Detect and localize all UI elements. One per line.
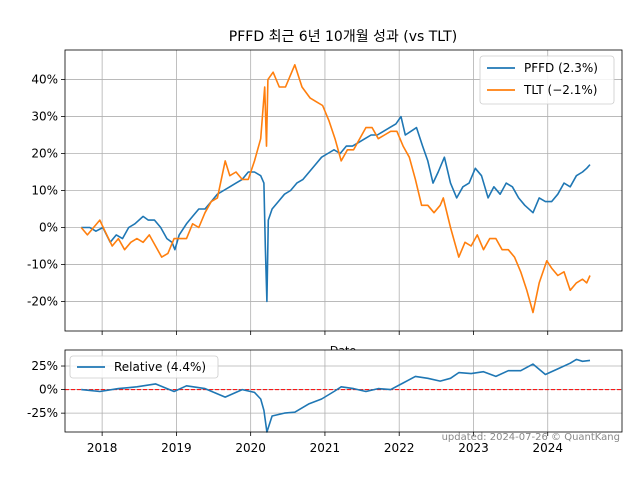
- legend-label-pffd: PFFD (2.3%): [524, 61, 598, 75]
- relative-x-tick-label-5: 2023: [458, 441, 489, 455]
- main-series-line-1: [80, 64, 591, 314]
- main-x-ticks: [101, 331, 549, 335]
- main-y-ticks: -20% -10% 0% 10% 20% 30% 40%: [27, 73, 65, 308]
- main-legend: PFFD (2.3%) TLT (−2.1%): [479, 55, 615, 105]
- main-chart: -20% -10% 0% 10% 20% 30% 40% PFFD 최근 6년 10개월 성…: [27, 29, 623, 357]
- main-y-tick-label-6: 40%: [31, 73, 58, 87]
- main-series-group: [80, 64, 591, 314]
- main-grid: [65, 50, 622, 331]
- main-y-tick-label-4: 20%: [31, 147, 58, 161]
- relative-legend-box: [69, 355, 219, 379]
- relative-x-tick-label-3: 2021: [310, 441, 341, 455]
- relative-x-ticks: 2018 2019 2020 2021 2022 2023 2024: [87, 432, 563, 455]
- relative-series-line-0: [81, 358, 591, 433]
- relative-x-tick-label-0: 2018: [87, 441, 118, 455]
- main-y-tick-label-0: -20%: [27, 294, 58, 308]
- relative-y-tick-label-0: -25%: [27, 406, 58, 420]
- relative-x-tick-label-6: 2024: [532, 441, 563, 455]
- main-title: PFFD 최근 6년 10개월 성과 (vs TLT): [229, 29, 457, 45]
- relative-x-tick-label-4: 2022: [384, 441, 415, 455]
- main-series-line-0: [81, 115, 591, 303]
- relative-x-tick-label-1: 2019: [161, 441, 192, 455]
- relative-y-tick-label-2: 25%: [31, 359, 58, 373]
- legend-label-tlt: TLT (−2.1%): [523, 83, 597, 97]
- relative-series-group: [81, 358, 591, 433]
- relative-y-tick-label-1: 0%: [39, 383, 58, 397]
- main-y-tick-label-2: 0%: [39, 220, 58, 234]
- footer-credit: updated: 2024-07-26 © QuantKang: [442, 432, 620, 443]
- legend-label-relative: Relative (4.4%): [114, 360, 206, 374]
- relative-y-ticks: -25% 0% 25%: [27, 359, 65, 420]
- relative-legend: Relative (4.4%): [69, 355, 219, 379]
- relative-chart: -25% 0% 25% 2018 2019 2020 2021 2022 2023 2024 R…: [27, 349, 623, 455]
- relative-x-tick-label-2: 2020: [235, 441, 266, 455]
- relative-plot-frame: [64, 349, 623, 433]
- main-y-tick-label-5: 30%: [31, 110, 58, 124]
- main-y-tick-label-1: -10%: [27, 257, 58, 271]
- main-y-tick-label-3: 10%: [31, 184, 58, 198]
